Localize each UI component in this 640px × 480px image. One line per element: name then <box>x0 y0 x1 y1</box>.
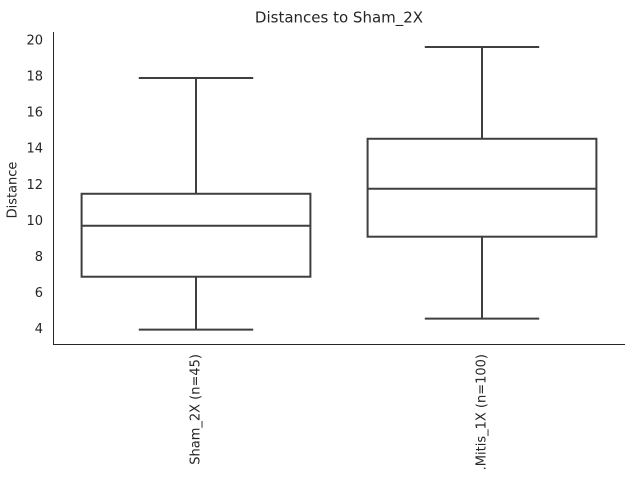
y-tick-label: 16 <box>26 106 43 121</box>
box <box>80 192 312 278</box>
y-tick-label: 6 <box>35 286 43 301</box>
y-axis-label: Distance <box>6 162 21 219</box>
y-tick-label: 14 <box>26 142 43 157</box>
y-tick-label: 20 <box>26 34 43 49</box>
x-tick-label: .Mitis_1X (n=100) <box>475 354 490 470</box>
y-tick-label: 10 <box>26 214 43 229</box>
y-tick-label: 12 <box>26 178 43 193</box>
y-tick-label: 8 <box>35 250 43 265</box>
y-tick-label: 4 <box>35 322 43 337</box>
x-tick-label: Sham_2X (n=45) <box>189 354 204 465</box>
y-tick-label: 18 <box>26 70 43 85</box>
chart-title: Distances to Sham_2X <box>255 9 423 28</box>
